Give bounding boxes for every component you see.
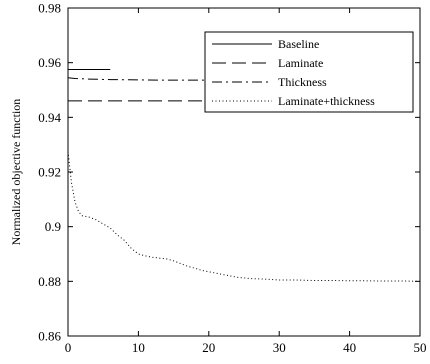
y-tick-label: 0.88 — [38, 274, 61, 289]
legend-items: Baseline Laminate Thickness Laminate+thickn… — [212, 37, 375, 108]
y-tick-label: 0.9 — [45, 219, 61, 234]
series-line-thickness — [67, 77, 223, 81]
legend: Baseline Laminate Thickness Laminate+thickn… — [204, 31, 414, 113]
x-tick-label: 50 — [414, 340, 427, 355]
y-tick-label: 0.92 — [38, 165, 61, 180]
x-tick-label: 10 — [132, 340, 145, 355]
y-tick-label: 0.98 — [38, 1, 61, 16]
legend-label: Laminate — [278, 56, 323, 70]
tick-layer: 0 10 20 30 40 50 0.86 0.88 0.9 0.92 0.94 0.96 0.98 — [38, 1, 426, 356]
legend-label: Baseline — [278, 37, 319, 51]
x-tick-label: 20 — [202, 340, 215, 355]
series-line-laminate-thickness — [67, 151, 421, 282]
legend-label: Thickness — [278, 75, 327, 89]
y-tick-label: 0.96 — [38, 55, 61, 70]
x-tick-label: 40 — [343, 340, 356, 355]
y-tick-label: 0.94 — [38, 110, 61, 125]
y-axis-label: Normalized objective function — [9, 99, 23, 246]
x-tick-label: 30 — [273, 340, 286, 355]
legend-label: Laminate+thickness — [278, 94, 375, 108]
legend-box — [204, 31, 414, 113]
y-tick-label: 0.86 — [38, 329, 61, 344]
x-tick-label: 0 — [65, 340, 72, 355]
series-layer — [67, 69, 421, 282]
